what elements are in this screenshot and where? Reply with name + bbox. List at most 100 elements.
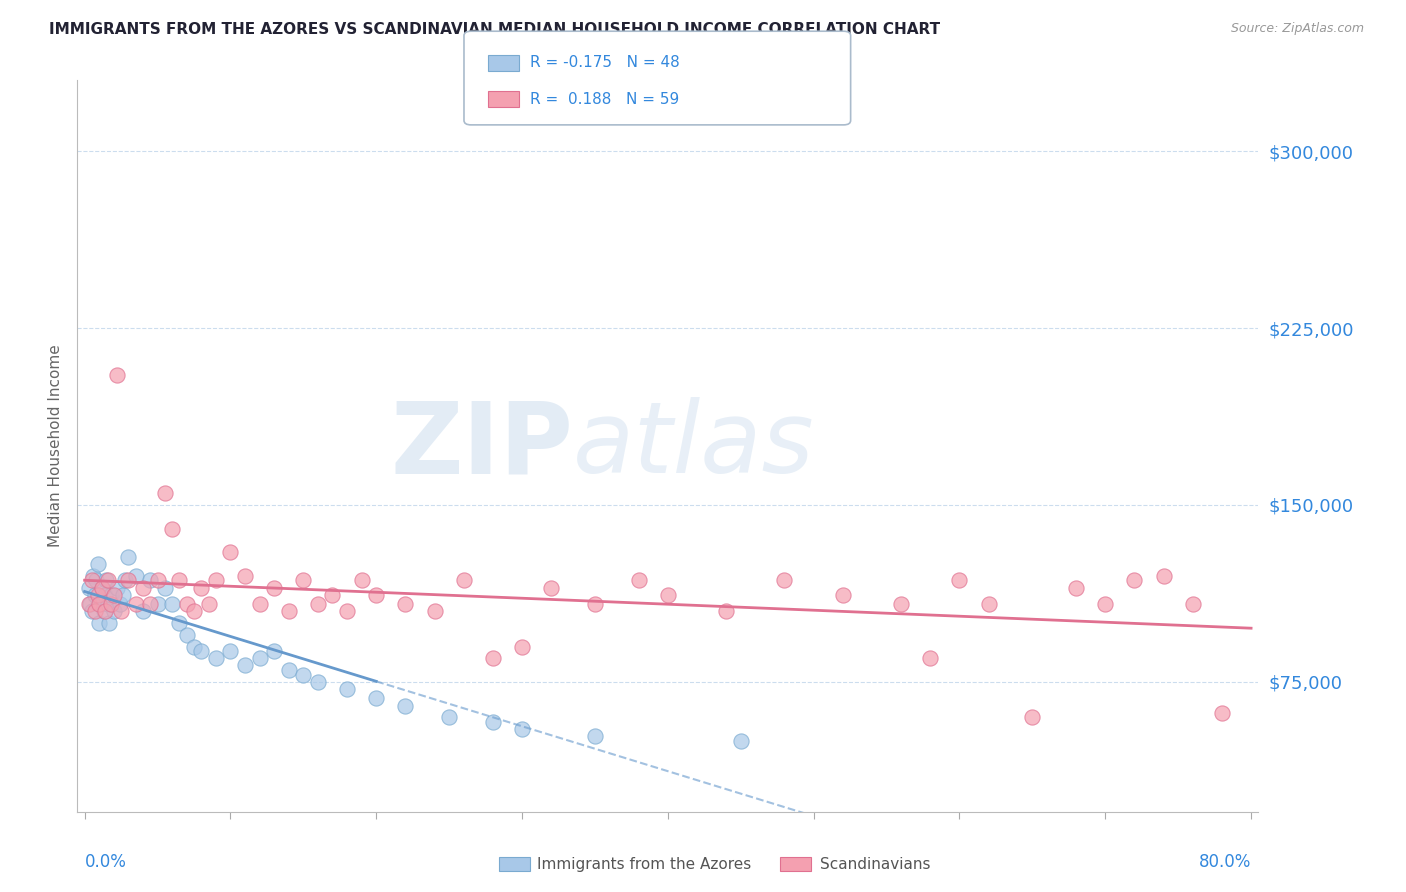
Point xyxy=(510,722,533,736)
Text: atlas: atlas xyxy=(574,398,815,494)
Point xyxy=(540,581,562,595)
Point xyxy=(1153,568,1175,582)
Text: Immigrants from the Azores: Immigrants from the Azores xyxy=(537,857,751,871)
Point xyxy=(307,675,329,690)
Point xyxy=(80,604,103,618)
Point xyxy=(87,557,110,571)
Point xyxy=(263,581,285,595)
Point xyxy=(627,574,650,588)
Point xyxy=(91,581,114,595)
Point xyxy=(249,597,271,611)
Point xyxy=(153,486,176,500)
Point xyxy=(583,729,606,743)
Point xyxy=(89,597,111,611)
Y-axis label: Median Household Income: Median Household Income xyxy=(48,344,63,548)
Point xyxy=(277,663,299,677)
Text: R =  0.188   N = 59: R = 0.188 N = 59 xyxy=(530,92,679,107)
Point xyxy=(205,574,228,588)
Point xyxy=(1094,597,1116,611)
Point xyxy=(94,588,117,602)
Point xyxy=(1064,581,1087,595)
Point xyxy=(117,549,139,564)
Point xyxy=(583,597,606,611)
Point xyxy=(1021,710,1043,724)
Point xyxy=(977,597,1000,611)
Point xyxy=(350,574,373,588)
Point xyxy=(139,597,162,611)
Point xyxy=(423,604,446,618)
Point xyxy=(98,615,121,630)
Point xyxy=(890,597,912,611)
Point xyxy=(139,574,162,588)
Point xyxy=(307,597,329,611)
Point xyxy=(1211,706,1233,720)
Text: Scandinavians: Scandinavians xyxy=(820,857,931,871)
Point xyxy=(831,588,853,602)
Point xyxy=(657,588,679,602)
Point xyxy=(117,574,139,588)
Point xyxy=(160,597,183,611)
Point xyxy=(103,588,125,602)
Point xyxy=(292,574,315,588)
Point xyxy=(190,581,212,595)
Point xyxy=(146,597,169,611)
Point xyxy=(336,681,359,696)
Point xyxy=(169,615,191,630)
Point xyxy=(292,668,315,682)
Point xyxy=(80,574,103,588)
Point xyxy=(730,734,752,748)
Point xyxy=(249,651,271,665)
Point xyxy=(79,597,101,611)
Point xyxy=(366,588,388,602)
Point xyxy=(84,574,107,588)
Point xyxy=(94,604,117,618)
Text: R = -0.175   N = 48: R = -0.175 N = 48 xyxy=(530,55,681,70)
Point xyxy=(183,604,205,618)
Point xyxy=(176,628,198,642)
Point xyxy=(93,604,115,618)
Point xyxy=(920,651,942,665)
Point xyxy=(77,581,100,595)
Point xyxy=(176,597,198,611)
Point xyxy=(91,581,114,595)
Point xyxy=(87,588,110,602)
Point xyxy=(453,574,475,588)
Point xyxy=(394,698,416,713)
Point xyxy=(437,710,460,724)
Point xyxy=(77,597,100,611)
Point xyxy=(132,581,155,595)
Point xyxy=(197,597,219,611)
Point xyxy=(103,604,125,618)
Point xyxy=(366,691,388,706)
Text: 80.0%: 80.0% xyxy=(1199,854,1251,871)
Point xyxy=(714,604,737,618)
Point xyxy=(482,651,505,665)
Point xyxy=(100,597,122,611)
Point xyxy=(510,640,533,654)
Point xyxy=(153,581,176,595)
Point xyxy=(169,574,191,588)
Text: 0.0%: 0.0% xyxy=(84,854,127,871)
Point xyxy=(110,604,132,618)
Point xyxy=(219,545,242,559)
Point xyxy=(124,568,146,582)
Point xyxy=(233,658,256,673)
Point xyxy=(160,522,183,536)
Point xyxy=(114,574,136,588)
Point xyxy=(321,588,343,602)
Point xyxy=(105,368,128,383)
Text: ZIP: ZIP xyxy=(391,398,574,494)
Point xyxy=(132,604,155,618)
Point xyxy=(96,574,118,588)
Point xyxy=(233,568,256,582)
Point xyxy=(146,574,169,588)
Point xyxy=(183,640,205,654)
Point xyxy=(263,644,285,658)
Point xyxy=(482,714,505,729)
Text: Source: ZipAtlas.com: Source: ZipAtlas.com xyxy=(1230,22,1364,36)
Point xyxy=(83,604,105,618)
Point xyxy=(277,604,299,618)
Point xyxy=(205,651,228,665)
Point xyxy=(105,581,128,595)
Point xyxy=(1181,597,1204,611)
